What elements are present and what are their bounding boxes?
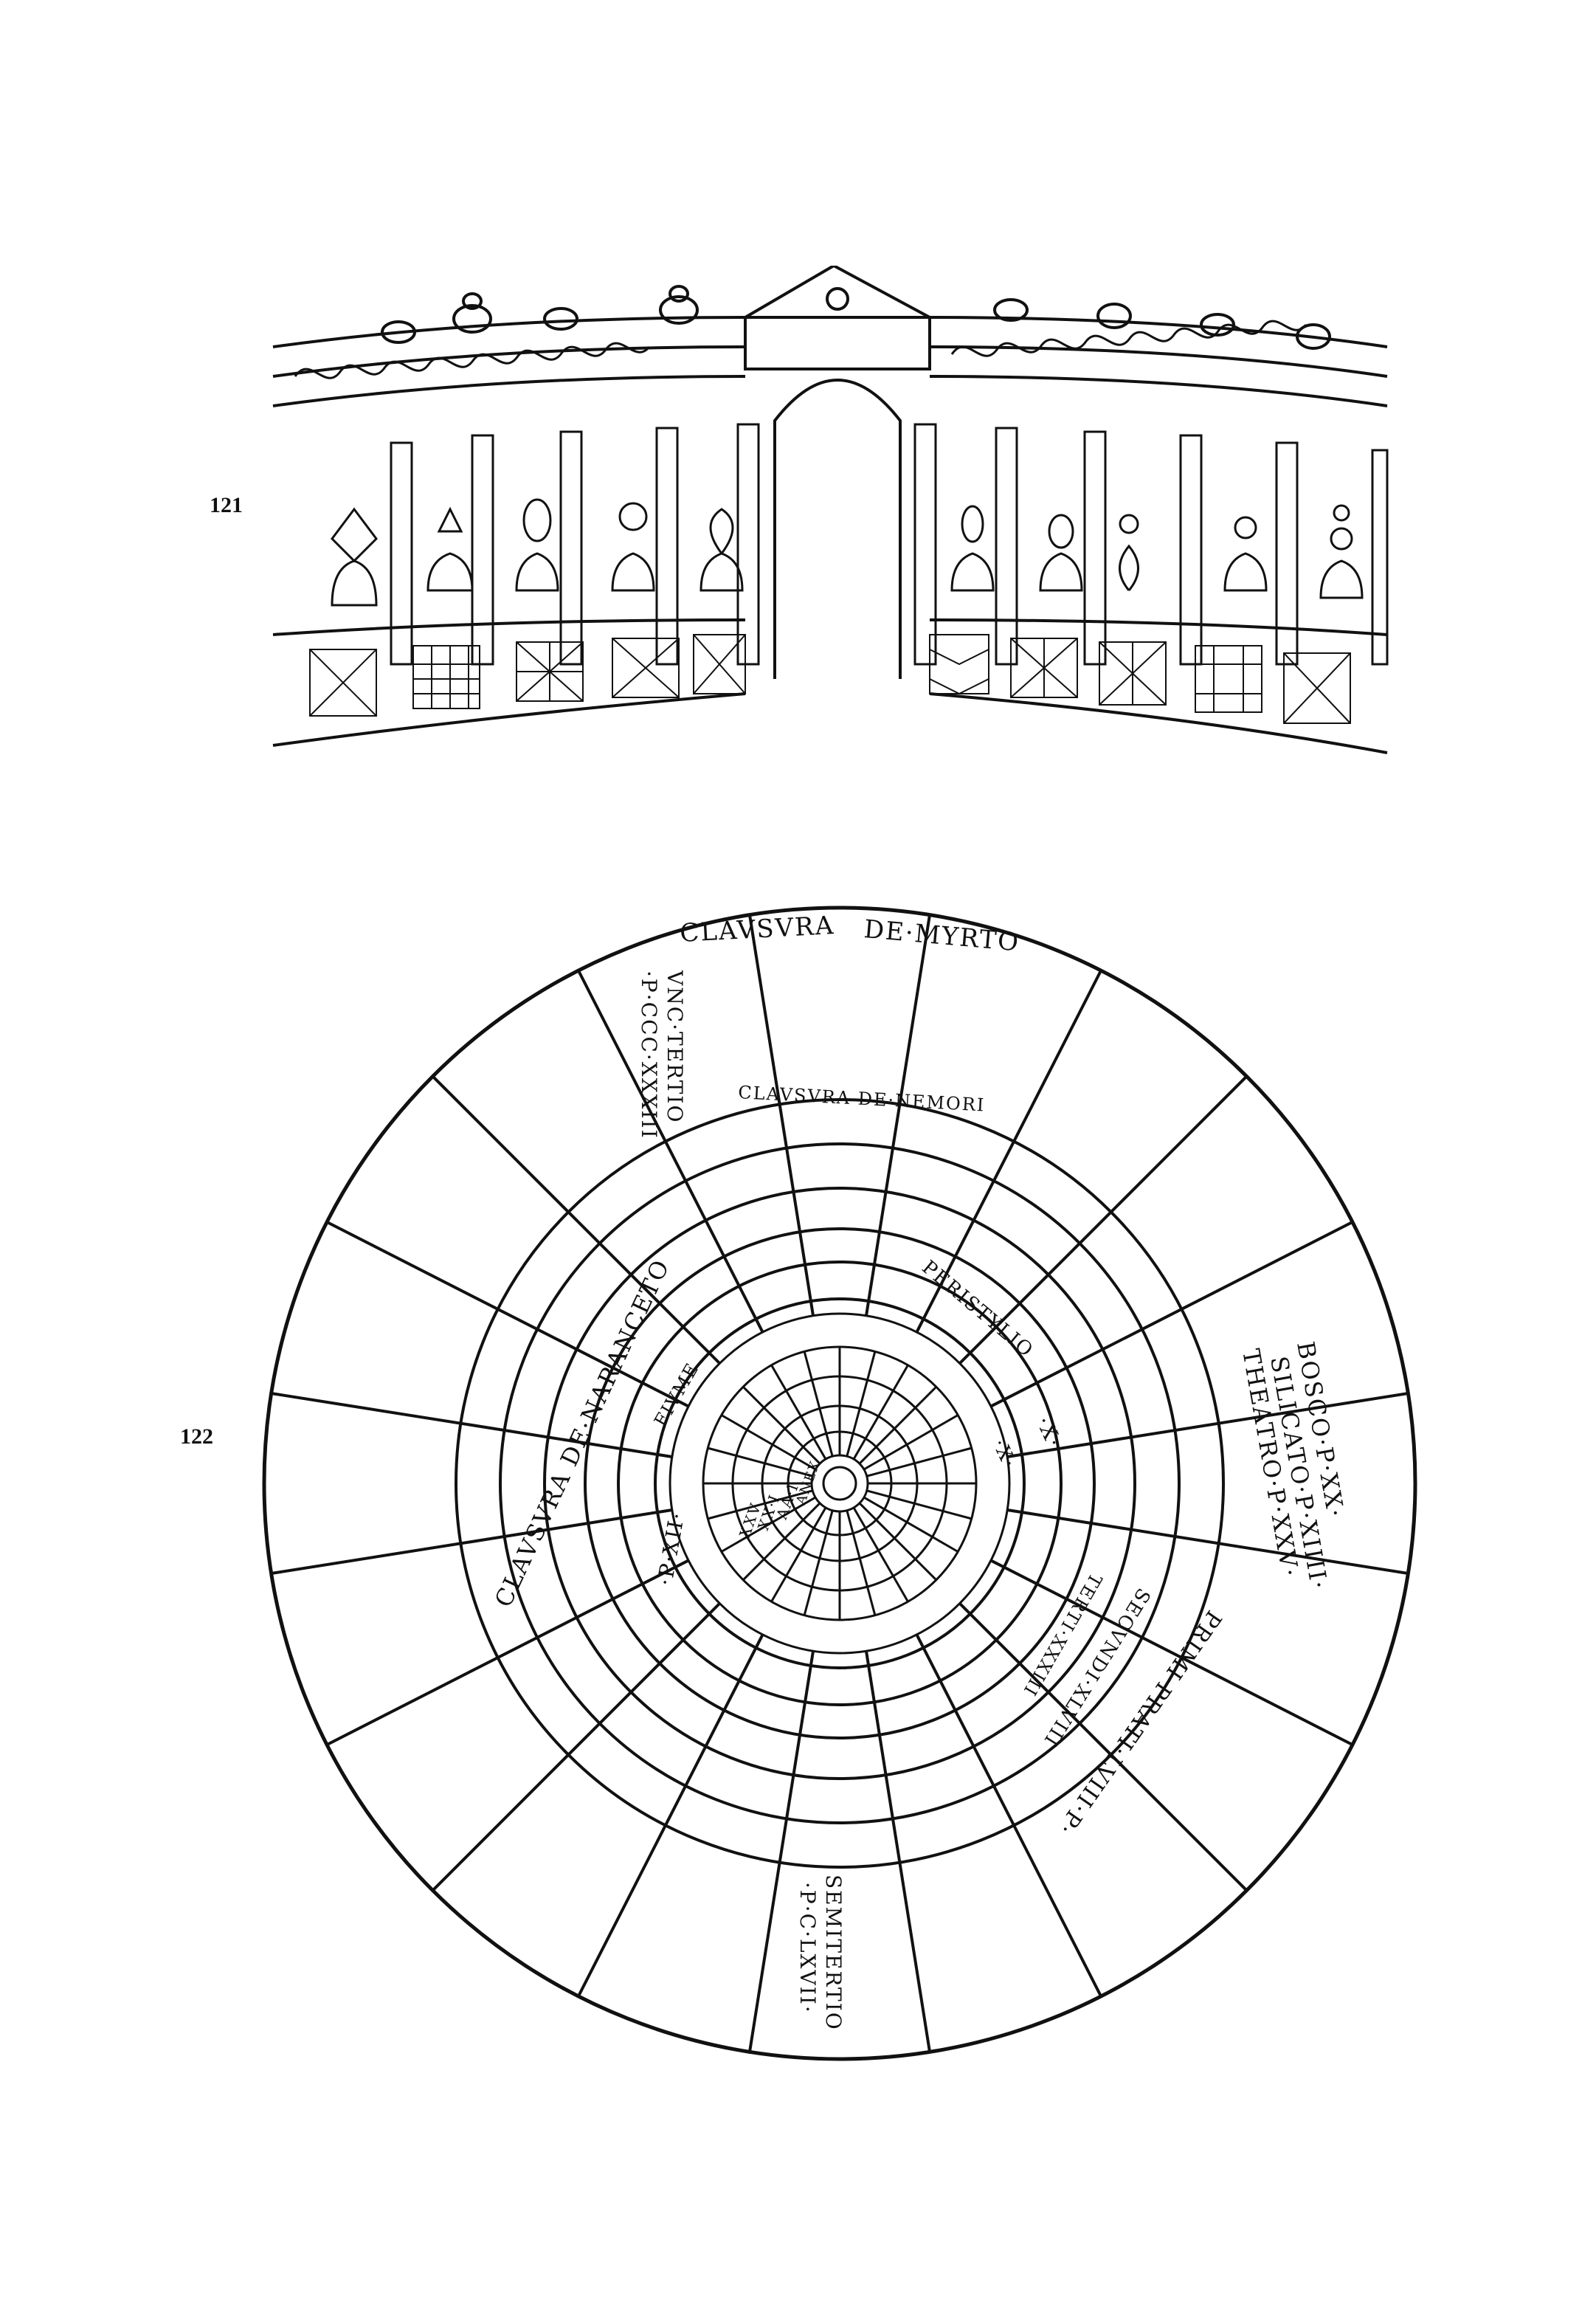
ring-5 [584,1227,1096,1739]
figure-number-121: 121 [210,493,243,517]
colonnade-illustration [272,266,1389,754]
inner-spoke [863,1414,958,1471]
outer-spoke [326,1559,689,1746]
ring-outer [262,906,1417,2061]
outer-spoke [748,914,815,1317]
inner-spoke [770,1507,827,1602]
inner-spoke [866,1489,973,1520]
outer-spoke [271,1392,673,1458]
outer-spoke [915,970,1102,1333]
outer-spoke [1006,1508,1409,1575]
ring-4 [543,1187,1136,1780]
label-unc-tertio-b: ·P·CCC·XXXIII [637,970,661,1139]
outer-spoke [990,1221,1353,1408]
outer-spoke [577,970,764,1333]
center-core [822,1466,857,1501]
inner-spoke [707,1489,813,1520]
inner-spoke [742,1386,821,1465]
outer-spoke [1006,1392,1409,1458]
outer-spoke [748,1650,815,2052]
label-clausura-myrto-b: DE·MYRTO [863,914,1020,957]
outer-spoke [958,1602,1248,1892]
outer-spokes [271,914,1409,2052]
label-unc-tertio-a: VNC·TERTIO [663,970,687,1123]
label-clausura-myrto-a: CLAVSVRA [679,911,835,948]
inner-spoke [721,1496,816,1553]
ring-7 [654,1297,1026,1669]
label-semitertio-b: ·P·C·LXVII· [795,1882,820,2014]
inner-spokes [703,1347,976,1620]
inner-spoke [858,1386,937,1465]
ring-2 [455,1098,1225,1869]
inner-spoke [803,1351,834,1457]
label-x-upper: ·X· [1032,1413,1067,1452]
label-semitertio-a: SEMITERTIO [821,1875,846,2031]
outer-spoke [432,1602,721,1892]
outer-spoke [865,914,931,1317]
ring-8 [669,1312,1011,1655]
inner-spoke [866,1446,973,1477]
label-x-inner: ·X· [988,1435,1021,1472]
outer-spoke [865,1650,931,2052]
outer-spoke [915,1634,1102,1997]
figure-number-122: 122 [180,1424,213,1449]
outer-spoke [432,1075,721,1365]
label-nemori: CLAVSVRA DE·NEMORI [738,1082,986,1116]
inner-spoke [858,1502,937,1581]
inner-spoke [852,1365,909,1460]
inner-spoke [846,1510,877,1616]
outer-spoke [958,1075,1248,1365]
inner-spoke [721,1414,816,1471]
outer-spoke [990,1559,1353,1746]
inner-spoke [852,1507,909,1602]
inner-spoke [846,1351,877,1457]
inner-spoke [770,1365,827,1460]
ring-6 [617,1261,1063,1706]
inner-spoke [742,1502,821,1581]
outer-spoke [271,1508,673,1575]
outer-spoke [326,1221,689,1408]
inner-spoke [803,1510,834,1616]
outer-spoke [577,1634,764,1997]
ring-3 [499,1142,1181,1824]
inner-spoke [707,1446,813,1477]
inner-spoke [863,1496,958,1553]
